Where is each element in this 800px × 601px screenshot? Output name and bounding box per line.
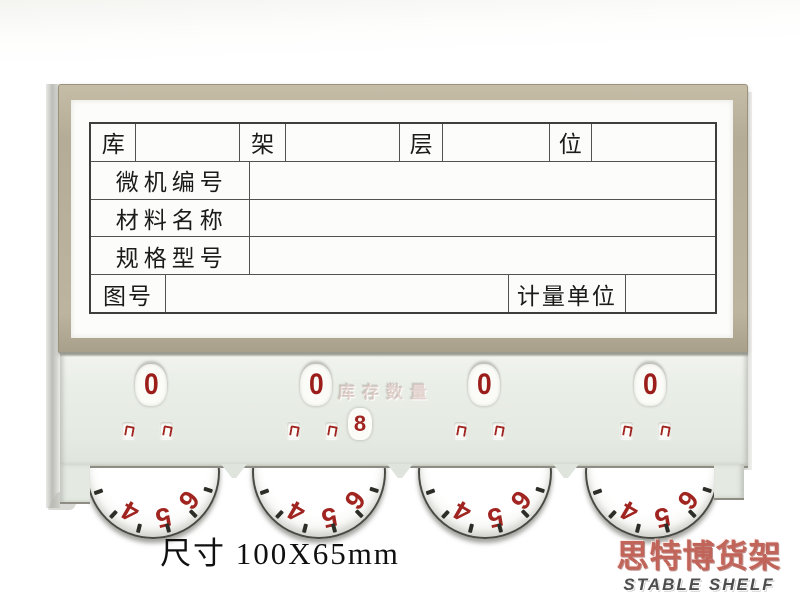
table-row-computer-no: 微机编号 <box>91 160 715 199</box>
digit-window-1: 0 <box>135 364 167 406</box>
wheel-digit: 4 <box>448 494 477 529</box>
peek-slot <box>658 422 671 439</box>
spec-table: 库 架 层 位 微机编号 材料名称 <box>89 122 717 314</box>
peek-slot <box>122 422 135 439</box>
peek-slot <box>325 422 338 439</box>
cell-material-name-value <box>248 199 715 237</box>
cell-rack-value <box>284 124 400 161</box>
label-card: 库 架 层 位 微机编号 材料名称 <box>71 100 733 338</box>
body-left-shoulder <box>60 464 90 504</box>
digit-window-4: 0 <box>634 364 666 406</box>
cell-unit-value <box>624 275 715 312</box>
cell-rack-label: 架 <box>239 124 284 161</box>
digit-value: 0 <box>642 368 658 401</box>
digit-window-2: 0 <box>300 364 332 406</box>
digit-value: 0 <box>143 368 159 401</box>
digit-value: 0 <box>308 368 324 401</box>
body-tab <box>221 464 247 478</box>
table-row-spec-model: 规格型号 <box>91 236 715 275</box>
peek-slot <box>454 422 467 439</box>
cell-layer-value <box>441 124 549 161</box>
cell-drawing-no-value <box>164 275 508 312</box>
brand-name-cn: 思特博货架 <box>616 538 782 574</box>
body-tab <box>553 464 579 478</box>
label-frame: 库 架 层 位 微机编号 材料名称 <box>58 84 748 354</box>
photo-background <box>0 0 800 70</box>
body-right-shoulder <box>714 464 744 500</box>
wheel-digit: 5 <box>651 501 674 534</box>
wheel-digit: 4 <box>282 494 311 529</box>
cell-computer-no-value <box>248 161 715 199</box>
wheel-digit: 4 <box>615 494 644 529</box>
table-row-material-name: 材料名称 <box>91 198 715 237</box>
digit-value: 0 <box>476 368 492 401</box>
brand-name-en: STABLE SHELF <box>623 575 775 594</box>
body-tab <box>387 464 413 478</box>
board-left-edge <box>46 84 60 508</box>
peek-slot <box>620 422 633 439</box>
embossed-watermark: 库存数量 <box>338 383 434 402</box>
cell-position-value <box>590 124 715 161</box>
cell-warehouse-value <box>135 124 239 161</box>
cell-unit-label: 计量单位 <box>508 275 625 312</box>
board-right-shadow <box>744 92 752 470</box>
cell-drawing-no-label: 图号 <box>102 283 153 309</box>
peek-slot <box>492 422 505 439</box>
wheel-digit: 4 <box>116 494 145 529</box>
cell-spec-model-value <box>248 237 715 275</box>
counter-body <box>60 352 748 468</box>
brand-logo: 思特博货架 STABLE SHELF <box>604 531 794 595</box>
cell-layer-label: 层 <box>399 124 441 161</box>
peek-digit: 8 <box>353 411 367 436</box>
cell-computer-no-label: 微机编号 <box>115 170 228 196</box>
peek-digit-window: 8 <box>348 408 372 440</box>
peek-slot <box>160 422 173 439</box>
table-row-drawing-unit: 图号 计量单位 <box>91 274 715 312</box>
peek-slot <box>287 422 300 439</box>
digit-window-3: 0 <box>468 364 500 406</box>
cell-warehouse-label: 库 <box>101 132 125 158</box>
size-caption: 尺寸 100X65mm <box>160 536 400 571</box>
cell-position-label: 位 <box>548 124 591 161</box>
table-row-location: 库 架 层 位 <box>91 124 715 161</box>
cell-spec-model-label: 规格型号 <box>115 245 228 271</box>
cell-material-name-label: 材料名称 <box>115 207 228 233</box>
